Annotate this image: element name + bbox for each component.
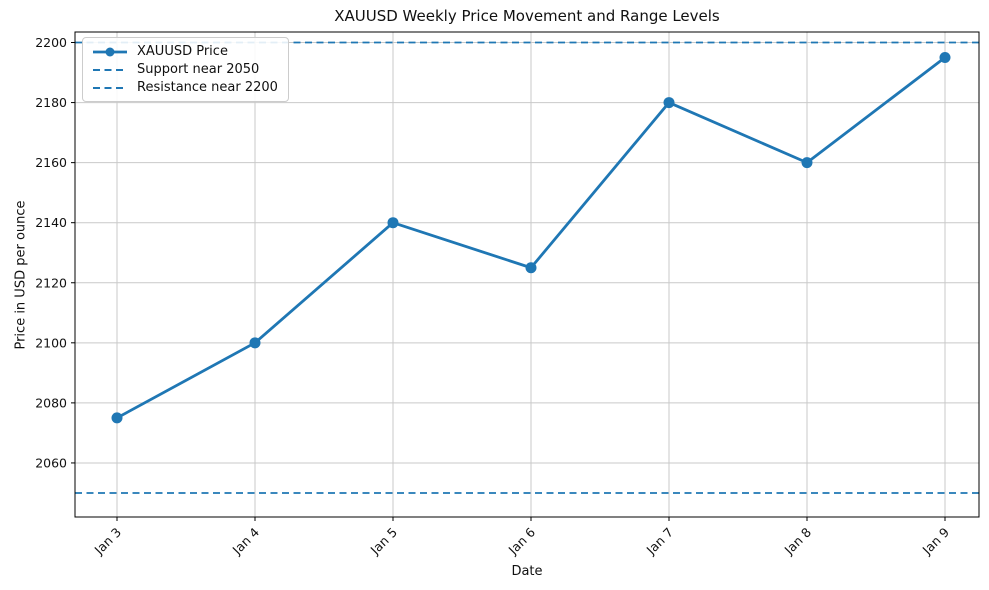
dashed-line-icon	[93, 86, 127, 89]
y-tick-label: 2200	[35, 35, 67, 50]
plot-border	[74, 31, 980, 518]
x-tick-label: Jan 4	[229, 524, 262, 557]
data-point	[663, 97, 675, 109]
legend-item-price: XAUUSD Price	[91, 44, 278, 59]
legend: XAUUSD Price Support near 2050 Resistanc…	[82, 37, 289, 102]
y-tick-label: 2060	[35, 455, 67, 470]
legend-item-resistance: Resistance near 2200	[91, 80, 278, 95]
x-tick-label: Jan 7	[643, 525, 676, 558]
y-tick-label: 2100	[35, 335, 67, 350]
x-axis-label: Date	[511, 564, 543, 579]
y-tick-label: 2160	[35, 155, 67, 170]
y-tick-label: 2140	[35, 215, 67, 230]
data-point	[525, 262, 537, 274]
x-tick-label: Jan 5	[367, 525, 400, 558]
legend-label-resistance: Resistance near 2200	[137, 80, 278, 95]
data-point	[111, 412, 123, 424]
legend-item-support: Support near 2050	[91, 62, 278, 77]
x-tick-label: Jan 3	[91, 525, 124, 558]
y-tick-label: 2120	[35, 275, 67, 290]
dashed-line-icon	[93, 68, 127, 71]
x-tick-label: Jan 9	[919, 524, 952, 557]
y-tick-label: 2080	[35, 395, 67, 410]
chart-title: XAUUSD Weekly Price Movement and Range L…	[334, 7, 720, 25]
legend-label-price: XAUUSD Price	[137, 44, 228, 59]
y-tick-label: 2180	[35, 95, 67, 110]
data-point	[801, 157, 813, 169]
x-tick-label: Jan 6	[505, 524, 538, 557]
data-point	[387, 217, 399, 229]
x-tick-label: Jan 8	[781, 524, 814, 557]
y-axis-label: Price in USD per ounce	[13, 200, 29, 350]
legend-label-support: Support near 2050	[137, 62, 260, 77]
solid-line-marker-icon	[93, 47, 127, 56]
data-point	[939, 52, 951, 64]
data-point	[249, 337, 261, 349]
